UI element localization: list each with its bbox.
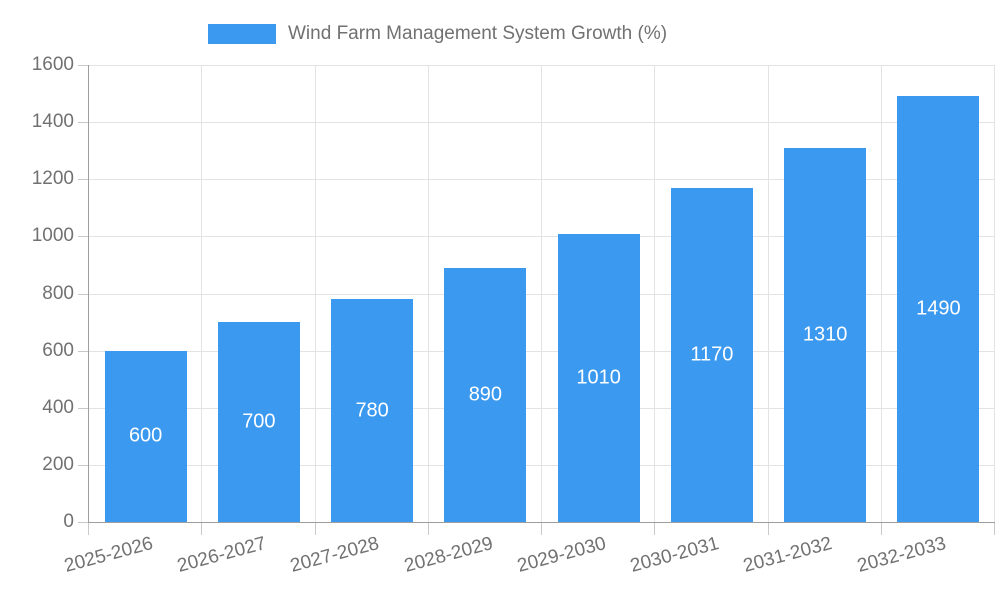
- y-axis-tick: [78, 236, 88, 238]
- bar-value-label: 600: [128, 424, 163, 447]
- x-axis-tick: [880, 523, 882, 535]
- x-axis-tick: [654, 523, 656, 535]
- y-axis-tick: [78, 350, 88, 352]
- v-gridline: [654, 65, 656, 522]
- bar-value-label: 700: [242, 410, 276, 433]
- x-axis-tick: [427, 523, 429, 535]
- h-gridline: [89, 350, 995, 352]
- x-axis-tick-label: 2030-2031: [628, 533, 722, 577]
- y-axis-tick: [78, 407, 88, 409]
- h-gridline: [89, 65, 995, 66]
- bar: 890: [444, 267, 527, 522]
- x-axis-tick-label: 2031-2032: [741, 533, 835, 577]
- x-axis-ticks: [88, 523, 995, 537]
- v-gridline: [314, 65, 316, 522]
- y-axis-tick-label: 400: [42, 396, 74, 418]
- y-axis-tick: [78, 464, 88, 466]
- x-axis-tick-label: 2032-2033: [854, 533, 948, 577]
- bar: 1310: [784, 147, 867, 522]
- x-axis-tick-label: 2029-2030: [514, 533, 609, 577]
- bar: 600: [104, 350, 187, 522]
- y-axis-tick-label: 1000: [31, 225, 74, 247]
- y-axis-tick-label: 1600: [31, 54, 74, 75]
- legend-label: Wind Farm Management System Growth (%): [288, 23, 668, 44]
- y-axis-tick: [78, 179, 88, 181]
- v-gridline: [541, 65, 542, 522]
- bar: 700: [217, 322, 300, 522]
- h-gridline: [89, 236, 995, 238]
- v-gridline: [201, 65, 203, 522]
- bar-value-label: 1490: [916, 297, 961, 320]
- chart-legend: Wind Farm Management System Growth (%): [208, 23, 667, 45]
- y-axis-tick: [78, 65, 88, 66]
- bar-value-label: 1170: [690, 343, 734, 366]
- bar-value-label: 1310: [802, 323, 848, 346]
- bar-value-label: 780: [355, 399, 389, 422]
- x-axis-tick: [541, 523, 542, 535]
- x-axis-tick-label: 2025-2026: [61, 533, 156, 577]
- bar-value-label: 1010: [576, 366, 621, 389]
- bar-value-label: 890: [468, 383, 503, 406]
- x-axis-tick-label: 2026-2027: [175, 533, 269, 577]
- v-gridline: [994, 65, 995, 522]
- legend-swatch: [208, 24, 276, 44]
- bar: 1490: [897, 96, 980, 522]
- h-gridline: [89, 122, 995, 124]
- y-axis-tick-label: 200: [42, 453, 74, 475]
- y-axis-tick-label: 0: [63, 511, 74, 532]
- h-gridline: [89, 179, 995, 181]
- x-axis-tick: [88, 523, 89, 535]
- y-axis-tick-label: 1400: [31, 111, 74, 133]
- bar: 1170: [670, 187, 753, 522]
- x-axis-tick: [201, 523, 203, 535]
- h-gridline: [89, 407, 995, 409]
- x-axis-labels: 2025-2026 2026-2027 2027-2028 2028-2029 2029…: [0, 531, 1000, 596]
- x-axis-tick: [767, 523, 769, 535]
- y-axis-tick-label: 1200: [31, 168, 74, 190]
- x-axis-tick: [994, 523, 995, 535]
- y-axis-tick: [78, 293, 88, 295]
- y-axis-tick-label: 800: [42, 282, 74, 304]
- plot-area: 600 700 780 890 1010 1170 1310 1490: [88, 65, 995, 523]
- y-axis: 0 200 400 600 800 1000 1200 1400 1600: [0, 54, 88, 532]
- h-gridline: [89, 464, 995, 466]
- y-axis-tick: [78, 522, 88, 523]
- v-gridline: [880, 65, 882, 522]
- x-axis-tick-label: 2027-2028: [288, 533, 382, 577]
- y-axis-tick-label: 600: [42, 339, 74, 361]
- bar: 1010: [557, 233, 640, 522]
- v-gridline: [427, 65, 429, 522]
- y-axis-tick: [78, 122, 88, 124]
- x-axis-tick-label: 2028-2029: [401, 533, 495, 577]
- v-gridline: [767, 65, 769, 522]
- x-axis-tick: [314, 523, 316, 535]
- h-gridline: [89, 293, 995, 295]
- bar: 780: [331, 299, 414, 522]
